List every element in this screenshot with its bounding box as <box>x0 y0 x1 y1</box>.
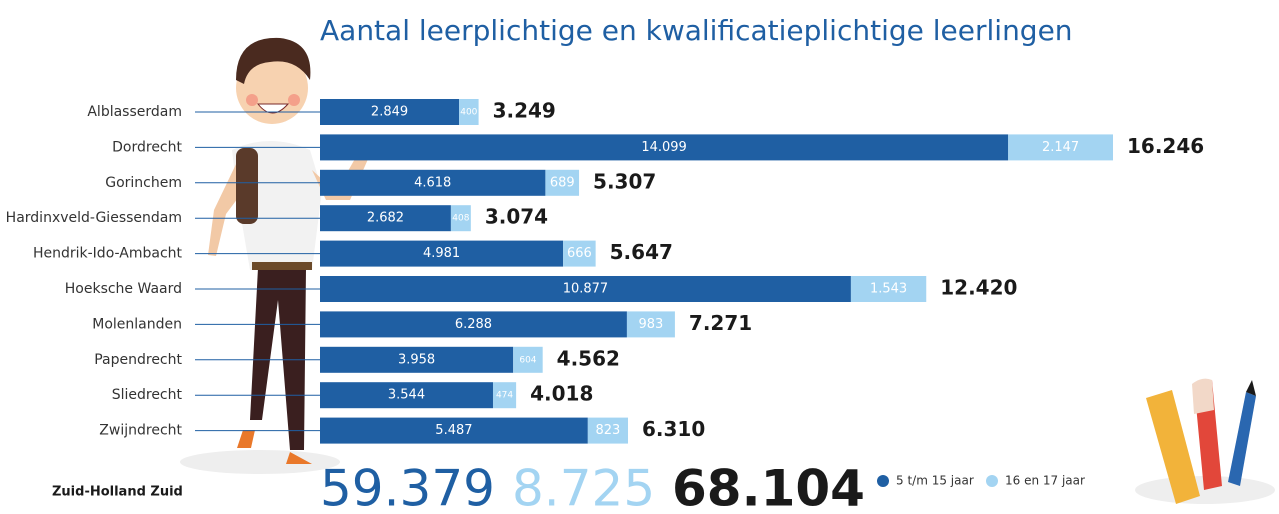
summary-value: 68.104 <box>672 460 865 514</box>
summary-value: 8.725 <box>512 460 655 514</box>
bar-segment <box>587 417 629 444</box>
value-label: 666 <box>567 246 592 261</box>
category-label: Hoeksche Waard <box>65 281 182 297</box>
value-label: 604 <box>519 355 536 365</box>
legend-swatch <box>877 475 889 487</box>
bar-segment <box>1008 134 1113 161</box>
category-label: Hardinxveld-Giessendam <box>6 210 182 226</box>
bar-segment <box>320 99 460 125</box>
illustration <box>1135 378 1275 504</box>
total-label: 16.246 <box>1127 134 1204 158</box>
value-label: 6.288 <box>455 317 492 332</box>
total-label: 5.647 <box>610 240 673 264</box>
category-label: Zwijndrecht <box>99 423 182 439</box>
value-label: 400 <box>460 108 477 118</box>
value-label: 14.099 <box>641 140 687 155</box>
value-label: 1.543 <box>870 282 907 297</box>
total-label: 5.307 <box>593 169 656 193</box>
bar-segment <box>545 169 580 196</box>
category-label: Gorinchem <box>105 175 182 191</box>
value-label: 5.487 <box>435 423 472 438</box>
legend-label: 16 en 17 jaar <box>1005 474 1085 488</box>
value-label: 2.849 <box>371 105 408 120</box>
bar-segment <box>320 382 493 409</box>
category-label: Molenlanden <box>92 316 182 332</box>
bar-segment <box>320 311 627 338</box>
value-label: 4.981 <box>423 246 460 261</box>
value-label: 2.682 <box>367 211 404 226</box>
category-label: Papendrecht <box>94 352 182 368</box>
bar-segment <box>320 240 564 267</box>
value-label: 474 <box>496 391 513 401</box>
value-label: 408 <box>452 214 469 224</box>
bar-segment <box>626 311 675 338</box>
bar-segment <box>513 346 543 373</box>
value-label: 4.618 <box>414 175 451 190</box>
bar-segment <box>320 346 514 373</box>
total-label: 3.074 <box>485 205 548 229</box>
value-label: 823 <box>596 423 621 438</box>
bar-segment <box>563 240 596 267</box>
value-label: 689 <box>550 175 575 190</box>
bar-segment <box>450 205 471 232</box>
category-label: Alblasserdam <box>87 104 182 120</box>
summary-value: 59.379 <box>320 460 495 514</box>
category-label: Hendrik-Ido-Ambacht <box>33 246 183 262</box>
illustration <box>180 37 372 474</box>
value-label: 2.147 <box>1042 140 1079 155</box>
bar-segment <box>320 205 451 232</box>
total-label: 12.420 <box>940 276 1017 300</box>
total-label: 6.310 <box>642 417 705 441</box>
legend-swatch <box>986 475 998 487</box>
value-label: 3.544 <box>388 388 425 403</box>
value-label: 10.877 <box>563 282 609 297</box>
bar-segment <box>459 99 479 125</box>
total-label: 3.249 <box>493 99 556 123</box>
summary-label: Zuid-Holland Zuid <box>52 485 183 500</box>
bar-segment <box>492 382 517 409</box>
total-label: 4.562 <box>557 346 620 370</box>
bar-segment <box>850 276 927 302</box>
bar-segment <box>320 276 851 302</box>
bar-segment <box>320 417 588 444</box>
total-label: 7.271 <box>689 311 752 335</box>
bar-segment <box>320 134 1009 161</box>
total-label: 4.018 <box>530 382 593 406</box>
value-label: 3.958 <box>398 352 435 367</box>
chart-title: Aantal leerplichtige en kwalificatieplic… <box>320 14 1073 47</box>
bar-segment <box>320 169 546 196</box>
value-label: 983 <box>639 317 664 332</box>
category-label: Sliedrecht <box>112 387 183 403</box>
legend-label: 5 t/m 15 jaar <box>896 474 974 488</box>
category-label: Dordrecht <box>112 139 182 155</box>
